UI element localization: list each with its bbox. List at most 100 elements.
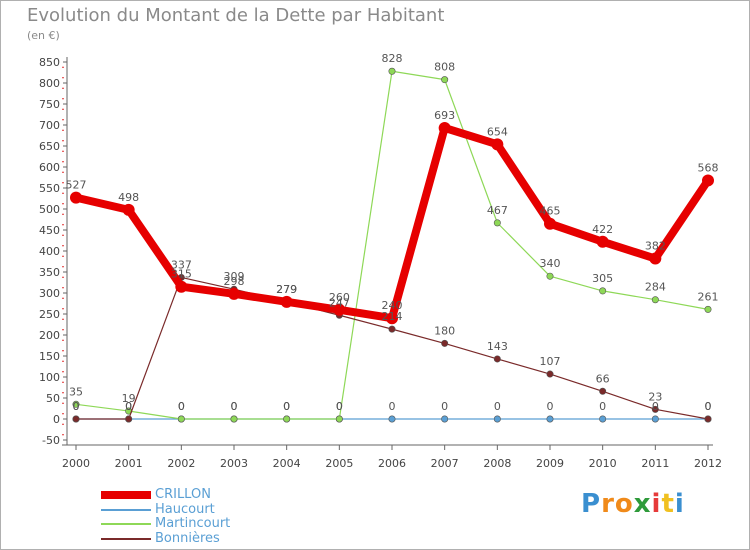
data-point: [596, 235, 609, 248]
x-tick-label: 2002: [167, 457, 195, 470]
data-point: [649, 252, 662, 265]
data-label: 337: [171, 258, 192, 271]
x-tick-label: 2003: [220, 457, 248, 470]
legend-label: Martincourt: [155, 516, 231, 531]
logo-letter: P: [581, 489, 602, 519]
data-point: [546, 370, 554, 378]
legend-swatch: [101, 538, 151, 540]
data-label: 298: [224, 275, 245, 288]
data-label: 0: [705, 400, 712, 413]
data-label: 465: [540, 205, 561, 218]
data-label: 382: [645, 240, 666, 253]
legend-item-crillon: CRILLON: [101, 488, 211, 502]
legend-swatch: [101, 509, 151, 511]
data-label: 0: [441, 400, 448, 413]
data-point: [125, 415, 133, 423]
data-point: [491, 138, 504, 151]
data-label: 422: [592, 223, 613, 236]
y-tick-label: 100: [39, 371, 60, 384]
data-point: [493, 355, 501, 363]
data-point: [175, 280, 188, 293]
data-point: [122, 203, 135, 216]
proxiti-logo: Proxiti: [581, 489, 685, 519]
logo-letter: i: [674, 489, 685, 519]
data-label: 0: [231, 400, 238, 413]
data-point: [283, 415, 291, 423]
y-tick-label: 400: [39, 245, 60, 258]
data-point: [386, 312, 398, 325]
y-tick-label: 800: [39, 77, 60, 90]
legend-swatch: [101, 491, 151, 499]
x-tick-label: 2000: [62, 457, 90, 470]
data-label: 0: [652, 400, 659, 413]
data-label: 0: [125, 400, 132, 413]
data-label: 0: [125, 400, 132, 413]
data-label: 0: [547, 400, 554, 413]
data-label: 0: [283, 400, 290, 413]
x-tick-label: 2011: [641, 457, 669, 470]
data-label: 143: [487, 340, 508, 353]
data-point: [651, 405, 659, 413]
y-tick-label: 850: [39, 56, 60, 69]
data-point: [388, 415, 396, 423]
data-point: [72, 400, 80, 408]
data-label: 0: [231, 400, 238, 413]
data-point: [388, 325, 396, 333]
data-label: 0: [599, 400, 606, 413]
legend-swatch: [101, 523, 151, 525]
y-tick-label: 350: [39, 266, 60, 279]
y-tick-label: 600: [39, 161, 60, 174]
logo-letter: r: [601, 489, 615, 519]
data-label: 0: [283, 400, 290, 413]
data-point: [651, 415, 659, 423]
data-point: [441, 76, 449, 84]
legend-label: Bonnières: [155, 531, 220, 546]
chart-title: Evolution du Montant de la Dette par Hab…: [27, 5, 445, 26]
data-point: [441, 415, 449, 423]
data-point: [335, 415, 343, 423]
data-label: 0: [73, 400, 80, 413]
data-label: 568: [698, 161, 719, 174]
y-tick-label: 700: [39, 119, 60, 132]
data-point: [441, 339, 449, 347]
data-point: [438, 121, 451, 134]
legend-item-martincourt: Martincourt: [101, 517, 230, 531]
x-tick-label: 2004: [273, 457, 301, 470]
data-point: [230, 415, 238, 423]
x-tick-label: 2005: [325, 457, 353, 470]
data-point: [704, 305, 712, 313]
x-tick-label: 2008: [483, 457, 511, 470]
data-label: 66: [596, 372, 610, 385]
data-label: 0: [73, 400, 80, 413]
data-label: 0: [178, 400, 185, 413]
legend-item-bonnieres: Bonnières: [101, 532, 220, 546]
data-label: 261: [698, 290, 719, 303]
data-point: [702, 174, 714, 187]
logo-letter: t: [661, 489, 675, 519]
legend-label: Haucourt: [155, 502, 215, 517]
y-tick-label: 150: [39, 350, 60, 363]
data-label: 828: [382, 52, 403, 65]
data-point: [704, 415, 712, 423]
x-tick-label: 2012: [694, 457, 722, 470]
data-label: 693: [434, 109, 455, 122]
data-label: 35: [69, 385, 83, 398]
data-label: 527: [66, 179, 87, 192]
data-label: 107: [540, 355, 561, 368]
x-tick-label: 2007: [431, 457, 459, 470]
data-label: 19: [122, 392, 136, 405]
data-label: 305: [592, 272, 613, 285]
data-label: 0: [178, 400, 185, 413]
data-label: 498: [118, 191, 139, 204]
data-label: 180: [434, 324, 455, 337]
y-tick-label: 300: [39, 287, 60, 300]
data-label: 0: [336, 400, 343, 413]
data-label: 0: [336, 400, 343, 413]
data-label: 0: [705, 400, 712, 413]
data-label: 240: [382, 299, 403, 312]
y-tick-label: 50: [46, 392, 60, 405]
y-tick-label: 650: [39, 140, 60, 153]
data-label: 309: [224, 270, 245, 283]
data-point: [228, 287, 240, 300]
data-point: [651, 296, 659, 304]
